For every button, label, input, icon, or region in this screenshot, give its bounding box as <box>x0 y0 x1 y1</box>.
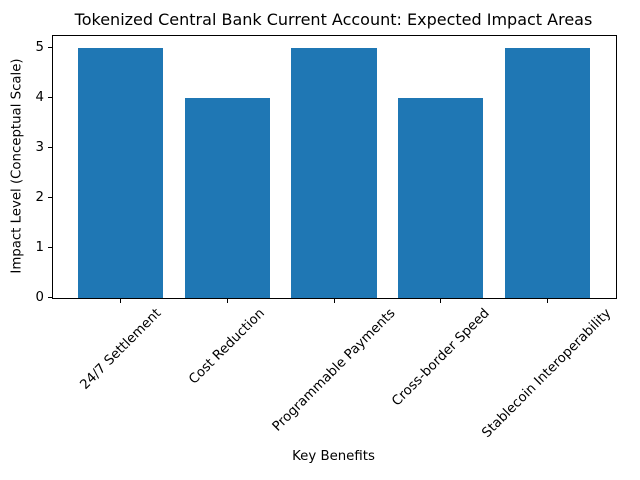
y-tick-mark <box>47 97 52 99</box>
x-tick-mark <box>546 298 548 303</box>
chart-title: Tokenized Central Bank Current Account: … <box>74 10 593 29</box>
y-tick-label-4: 4 <box>35 89 44 105</box>
y-tick-label-2: 2 <box>35 189 44 205</box>
plot-area <box>51 34 617 299</box>
bar-24-7-settlement <box>78 47 164 298</box>
x-tick-label-stablecoin-interoperability: Stablecoin Interoperability <box>479 306 615 441</box>
bar-cost-reduction <box>184 97 271 298</box>
y-tick-mark <box>47 197 52 199</box>
y-tick-mark <box>47 297 52 298</box>
bar-programmable-payments <box>291 47 377 298</box>
x-tick-mark <box>333 298 335 303</box>
y-tick-label-1: 1 <box>35 239 44 255</box>
x-tick-label-cross-border-speed: Cross-border Speed <box>389 306 493 410</box>
x-tick-mark <box>440 298 442 303</box>
y-tick-mark <box>47 47 52 49</box>
y-tick-mark <box>47 147 52 149</box>
x-tick-label-programmable-payments: Programmable Payments <box>269 306 399 435</box>
bar-stablecoin-interoperability <box>504 47 590 298</box>
x-tick-label-24-7-settlement: 24/7 Settlement <box>77 306 165 393</box>
bar-cross-border-speed <box>397 97 484 298</box>
y-tick-label-5: 5 <box>35 39 44 55</box>
x-tick-label-cost-reduction: Cost Reduction <box>186 306 269 388</box>
y-tick-label-0: 0 <box>35 289 44 305</box>
y-tick-label-3: 3 <box>35 139 44 155</box>
x-tick-mark <box>226 298 228 303</box>
x-axis-label: Key Benefits <box>292 449 375 464</box>
y-tick-mark <box>47 247 52 249</box>
x-tick-mark <box>120 298 122 303</box>
